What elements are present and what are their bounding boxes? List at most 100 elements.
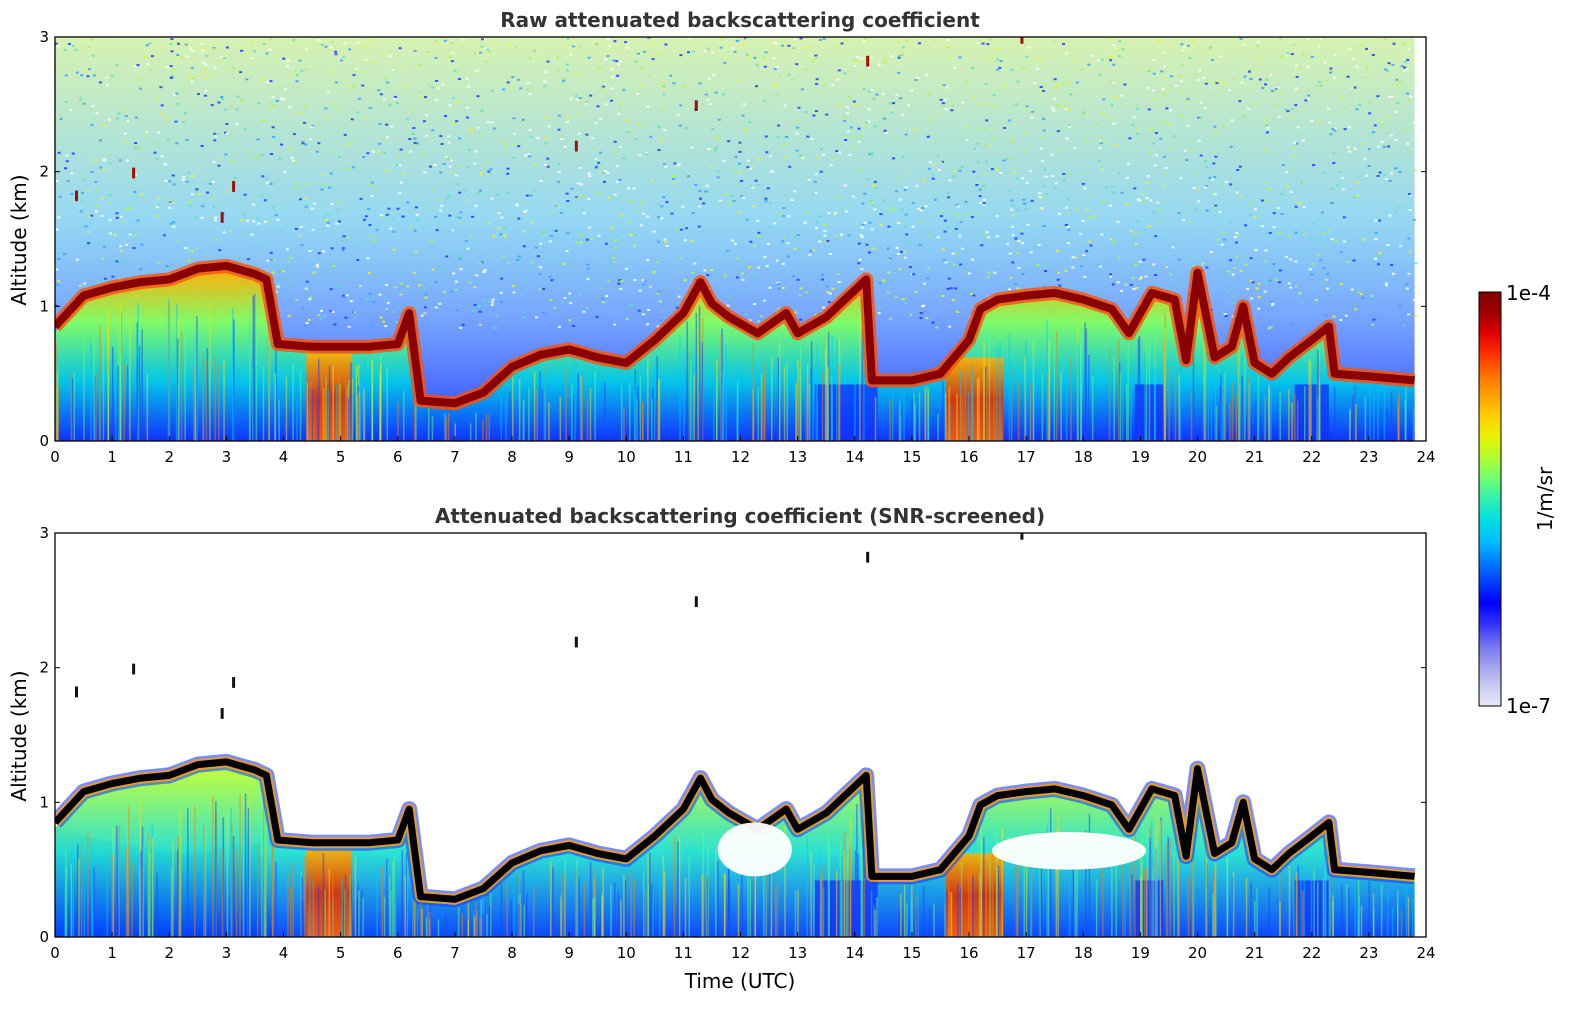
isolated-echo (866, 551, 870, 563)
x-tick-label: 19 (1131, 944, 1150, 962)
isolated-echo (694, 596, 698, 608)
x-tick-label: 21 (1245, 448, 1264, 466)
isolated-echo (220, 708, 224, 719)
dense-aerosol-zone (946, 853, 1004, 937)
x-tick-label: 3 (222, 448, 232, 466)
x-tick-label: 13 (788, 448, 807, 466)
x-tick-label: 12 (731, 448, 750, 466)
x-ticks-raw: 0 1 2 3 4 5 6 7 8 9 10 11 12 13 14 15 16 17 18 19 20 21 22 23 24 (50, 436, 1436, 466)
x-tick-label: 7 (450, 944, 460, 962)
x-tick-label: 17 (1017, 944, 1036, 962)
y-tick-label: 1 (39, 793, 49, 811)
screened-gap (717, 822, 792, 877)
x-tick-label: 9 (564, 944, 574, 962)
x-tick-label: 23 (1359, 448, 1378, 466)
x-tick-label: 4 (279, 448, 289, 466)
x-tick-label: 19 (1131, 448, 1150, 466)
y-tick-label: 2 (39, 659, 49, 677)
y-ticks-screened: 0 1 2 3 (39, 524, 1426, 946)
x-ticks-screened: 0 1 2 3 4 5 6 7 8 9 10 11 12 13 14 15 16 17 18 19 20 21 22 23 24 (50, 932, 1436, 962)
low-signal-column (814, 384, 878, 441)
y-tick-label: 1 (39, 297, 49, 315)
x-tick-label: 11 (674, 448, 693, 466)
isolated-echo (1020, 533, 1024, 540)
colorbar-unit-label: 1/m/sr (1533, 466, 1557, 531)
x-tick-label: 2 (164, 448, 174, 466)
x-tick-label: 18 (1074, 448, 1093, 466)
isolated-echo (232, 677, 236, 688)
screened-gap (991, 831, 1147, 870)
x-tick-label: 5 (336, 448, 346, 466)
isolated-echo (866, 55, 870, 67)
layer-top-line (55, 758, 1415, 903)
x-tick-label: 0 (50, 448, 60, 466)
x-tick-label: 10 (617, 944, 636, 962)
x-tick-label: 6 (393, 448, 403, 466)
x-tick-label: 22 (1302, 944, 1321, 962)
colorbar-gradient (1478, 291, 1502, 707)
x-tick-label: 16 (959, 448, 978, 466)
y-ticks-raw: 0 1 2 3 (39, 28, 1426, 450)
y-tick-label: 2 (39, 163, 49, 181)
y-tick-label: 3 (39, 28, 49, 46)
x-tick-label: 0 (50, 944, 60, 962)
y-axis-label-raw: Altitude (km) (7, 174, 31, 305)
x-tick-label: 20 (1188, 448, 1207, 466)
x-tick-label: 16 (959, 944, 978, 962)
x-tick-label: 6 (393, 944, 403, 962)
profile-streaks (64, 786, 1414, 937)
x-tick-label: 20 (1188, 944, 1207, 962)
heatmap-screened (55, 533, 1426, 937)
x-tick-label: 7 (450, 448, 460, 466)
x-tick-label: 5 (336, 944, 346, 962)
x-tick-label: 12 (731, 944, 750, 962)
isolated-echo (132, 663, 136, 675)
low-signal-column (1134, 880, 1164, 937)
heatmap-raw (55, 37, 1418, 441)
isolated-echo (74, 686, 78, 698)
x-tick-label: 17 (1017, 448, 1036, 466)
x-tick-label: 3 (222, 944, 232, 962)
x-tick-label: 1 (107, 448, 117, 466)
chart-title-raw: Raw attenuated backscattering coefficien… (500, 8, 980, 32)
isolated-echo (574, 140, 578, 152)
x-tick-label: 11 (674, 944, 693, 962)
x-tick-label: 21 (1245, 944, 1264, 962)
x-tick-label: 2 (164, 944, 174, 962)
noise-speckle (55, 37, 1418, 330)
x-tick-label: 13 (788, 944, 807, 962)
x-tick-label: 15 (902, 448, 921, 466)
isolated-echo (232, 181, 236, 192)
x-tick-label: 22 (1302, 448, 1321, 466)
y-tick-label: 0 (39, 928, 49, 946)
x-axis-label: Time (UTC) (684, 969, 796, 993)
isolated-echo (574, 636, 578, 648)
isolated-echo (74, 190, 78, 202)
y-tick-label: 3 (39, 524, 49, 542)
x-tick-label: 14 (845, 448, 864, 466)
panel-raw: Raw attenuated backscattering coefficien… (7, 8, 1436, 466)
x-tick-label: 14 (845, 944, 864, 962)
x-tick-label: 9 (564, 448, 574, 466)
aerosol-layer (55, 271, 1415, 441)
x-tick-label: 8 (507, 944, 517, 962)
x-tick-label: 18 (1074, 944, 1093, 962)
panel-screened: Attenuated backscattering coefficient (S… (7, 504, 1436, 993)
x-tick-label: 23 (1359, 944, 1378, 962)
x-tick-label: 8 (507, 448, 517, 466)
colorbar: 1e-4 1e-7 1/m/sr (1478, 281, 1557, 718)
x-tick-label: 15 (902, 944, 921, 962)
x-tick-label: 24 (1416, 448, 1435, 466)
isolated-echo (1020, 37, 1024, 44)
chart-title-screened: Attenuated backscattering coefficient (S… (435, 504, 1045, 528)
isolated-echo (220, 212, 224, 223)
x-tick-label: 10 (617, 448, 636, 466)
y-axis-label-screened: Altitude (km) (7, 670, 31, 801)
x-tick-label: 24 (1416, 944, 1435, 962)
isolated-echo (694, 100, 698, 112)
isolated-echo (132, 167, 136, 179)
colorbar-min-label: 1e-7 (1506, 694, 1551, 718)
y-tick-label: 0 (39, 432, 49, 450)
x-tick-label: 1 (107, 944, 117, 962)
